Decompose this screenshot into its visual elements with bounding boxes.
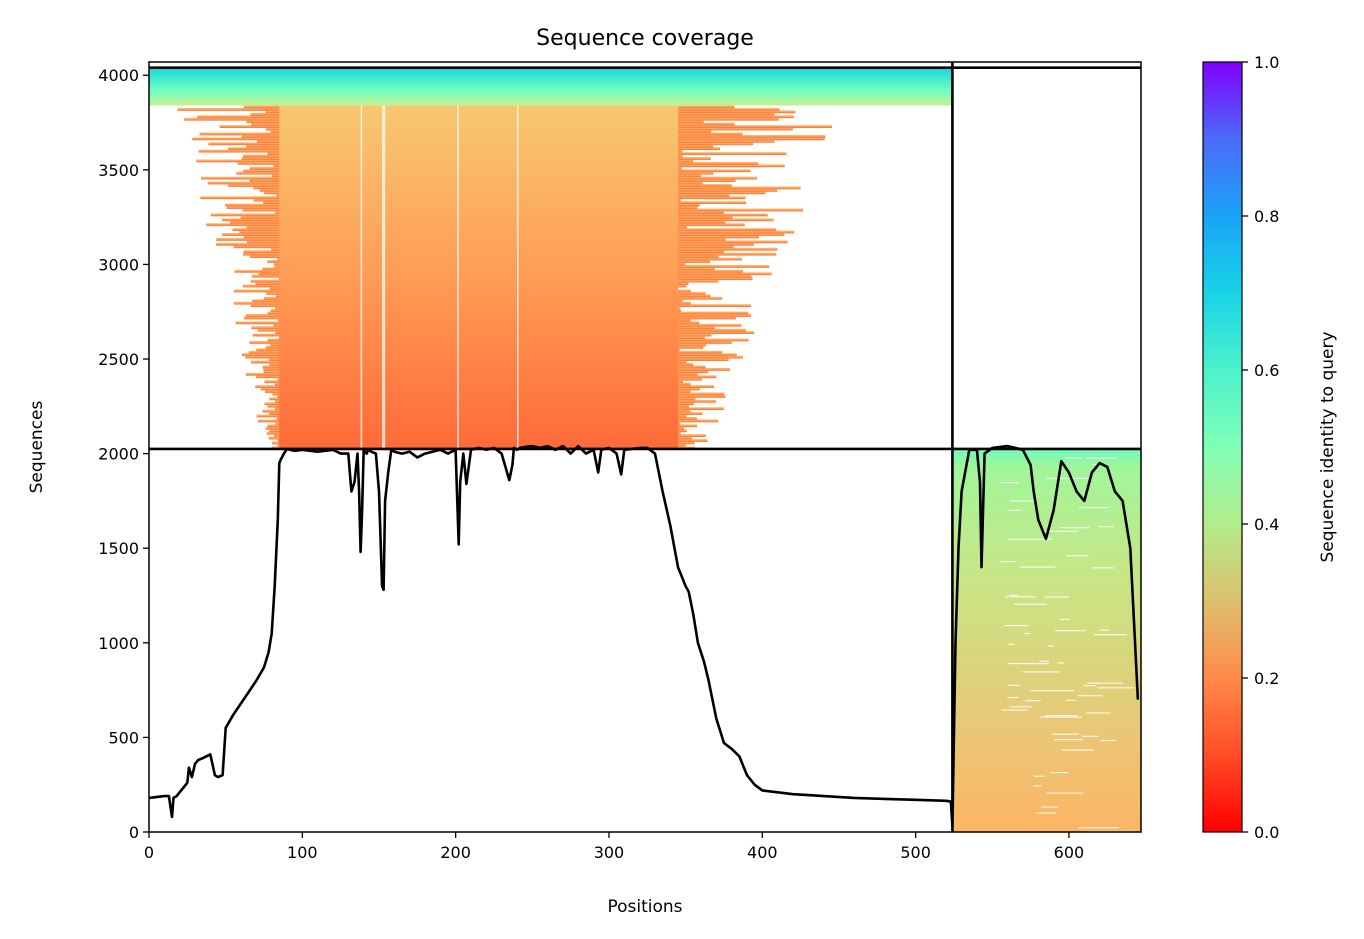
coverage-core bbox=[279, 105, 678, 449]
colorbar-tick-label: 1.0 bbox=[1254, 53, 1279, 72]
gap-row bbox=[1078, 827, 1120, 829]
gap-stripe bbox=[516, 105, 519, 449]
gap-row bbox=[1066, 555, 1089, 557]
gap-row bbox=[1013, 603, 1048, 606]
gap-row bbox=[1022, 671, 1060, 673]
gap-row bbox=[1005, 596, 1037, 598]
gap-stripe bbox=[383, 105, 386, 449]
y-tick-label: 4000 bbox=[98, 66, 139, 85]
gap-row bbox=[1050, 772, 1069, 774]
gap-row bbox=[1044, 530, 1079, 533]
gap-row bbox=[1100, 739, 1116, 742]
y-axis: 0 500 1000 1500 2000 2500 3000 3500 4000 bbox=[98, 66, 149, 842]
colorbar-tick-label: 0.4 bbox=[1254, 515, 1279, 534]
x-axis: 0 100 200 300 400 500 600 bbox=[144, 832, 1084, 862]
gap-row bbox=[1051, 733, 1080, 735]
gap-row bbox=[1054, 629, 1086, 632]
gap-stripe bbox=[457, 105, 459, 449]
gap-row bbox=[1039, 660, 1049, 662]
x-tick-label: 200 bbox=[440, 843, 471, 862]
gap-row bbox=[1024, 632, 1031, 635]
divider-lines bbox=[149, 62, 1141, 832]
y-tick-label: 2000 bbox=[98, 445, 139, 464]
gap-row bbox=[1097, 687, 1134, 689]
gap-row bbox=[1009, 500, 1036, 502]
gap-stripe bbox=[360, 105, 363, 449]
gap-row bbox=[1047, 792, 1084, 794]
y-tick-label: 3500 bbox=[98, 161, 139, 180]
gap-row bbox=[1066, 699, 1076, 702]
gap-stripe bbox=[382, 105, 384, 449]
gap-row bbox=[1039, 716, 1083, 718]
gap-row bbox=[1086, 712, 1111, 714]
x-tick-label: 500 bbox=[900, 843, 931, 862]
gap-row bbox=[1083, 685, 1097, 687]
coverage-block-main bbox=[177, 105, 833, 450]
y-tick-label: 1500 bbox=[98, 539, 139, 558]
gap-row bbox=[1046, 477, 1088, 479]
chart-title: Sequence coverage bbox=[536, 26, 754, 51]
gap-row bbox=[1020, 566, 1056, 568]
gap-row bbox=[1000, 481, 1019, 484]
gap-row bbox=[1044, 715, 1078, 717]
gap-row bbox=[1099, 629, 1110, 631]
gap-row bbox=[1059, 527, 1090, 529]
gap-row bbox=[1061, 749, 1094, 751]
gap-row bbox=[1044, 596, 1070, 598]
colorbar-tick-label: 0.0 bbox=[1254, 823, 1279, 842]
gap-row bbox=[1007, 684, 1020, 686]
x-axis-label: Positions bbox=[607, 897, 682, 917]
gap-row bbox=[1079, 506, 1108, 509]
gap-row bbox=[1033, 775, 1045, 777]
colorbar-axis: 0.0 0.2 0.4 0.6 0.8 1.0 bbox=[1242, 53, 1279, 842]
gap-row bbox=[1036, 812, 1057, 814]
gap-row bbox=[1059, 618, 1071, 621]
gap-row bbox=[1047, 645, 1054, 647]
gap-row bbox=[1065, 457, 1082, 459]
x-tick-label: 100 bbox=[287, 843, 318, 862]
gap-row bbox=[1057, 662, 1065, 664]
y-tick-label: 0 bbox=[129, 823, 139, 842]
gap-row bbox=[1007, 538, 1053, 540]
gap-row bbox=[1041, 806, 1059, 808]
plot-area bbox=[149, 67, 1141, 832]
gap-row bbox=[1030, 690, 1075, 692]
gap-row bbox=[1009, 706, 1032, 708]
plot-frame bbox=[148, 61, 1142, 833]
y-axis-label: Sequences bbox=[27, 401, 47, 494]
gap-row bbox=[1077, 695, 1103, 697]
y-tick-label: 500 bbox=[108, 728, 139, 747]
x-tick-label: 0 bbox=[144, 843, 154, 862]
gap-row bbox=[1001, 709, 1028, 711]
colorbar-tick-label: 0.2 bbox=[1254, 669, 1279, 688]
y-tick-label: 1000 bbox=[98, 634, 139, 653]
y-tick-label: 2500 bbox=[98, 350, 139, 369]
gap-row bbox=[1009, 594, 1019, 596]
gap-row bbox=[999, 561, 1016, 563]
coverage-block-query-band bbox=[149, 67, 953, 106]
gap-row bbox=[1085, 457, 1117, 459]
gap-row bbox=[1087, 682, 1123, 684]
gap-row bbox=[1004, 624, 1029, 627]
gap-row bbox=[1033, 785, 1042, 787]
gap-row bbox=[1098, 526, 1114, 528]
x-tick-label: 400 bbox=[747, 843, 778, 862]
colorbar-tick-label: 0.6 bbox=[1254, 361, 1279, 380]
x-tick-label: 300 bbox=[594, 843, 625, 862]
gap-row bbox=[1008, 509, 1020, 512]
gap-row bbox=[1025, 700, 1041, 702]
colorbar bbox=[1202, 61, 1243, 833]
colorbar-tick-label: 0.8 bbox=[1254, 207, 1279, 226]
gap-row bbox=[1007, 696, 1019, 699]
gap-row bbox=[1054, 739, 1084, 741]
gap-row bbox=[1007, 662, 1050, 665]
gap-row bbox=[1094, 634, 1127, 636]
y-tick-label: 3000 bbox=[98, 255, 139, 274]
gap-row bbox=[1082, 735, 1099, 737]
gap-row bbox=[1008, 643, 1015, 645]
gap-row bbox=[1091, 567, 1115, 569]
colorbar-label: Sequence identity to query bbox=[1318, 331, 1338, 562]
x-tick-label: 600 bbox=[1054, 843, 1085, 862]
